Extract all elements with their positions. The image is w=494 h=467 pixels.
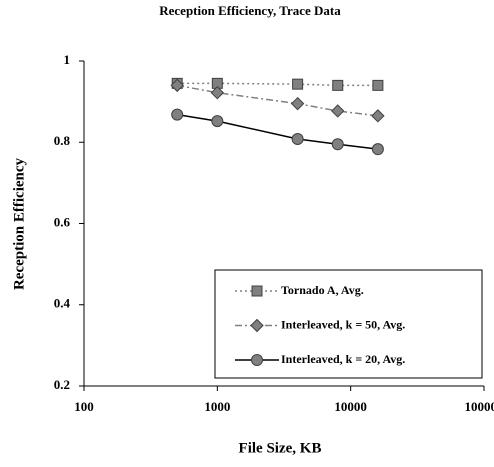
y-tick-label: 0.6 — [54, 214, 71, 229]
y-tick-label: 0.4 — [54, 296, 71, 311]
chart-title: Reception Efficiency, Trace Data — [159, 3, 341, 18]
marker — [293, 79, 303, 89]
legend-label: Interleaved, k = 20, Avg. — [281, 352, 405, 366]
marker — [252, 355, 263, 366]
marker — [292, 134, 303, 145]
series-line — [177, 83, 378, 85]
marker — [332, 139, 343, 150]
series-line — [177, 85, 378, 115]
y-tick-label: 0.8 — [54, 133, 71, 148]
marker — [333, 80, 343, 90]
series-line — [177, 115, 378, 150]
x-tick-label: 100 — [74, 399, 94, 414]
marker — [372, 110, 384, 122]
x-tick-label: 100000 — [465, 399, 494, 414]
x-tick-label: 10000 — [334, 399, 367, 414]
legend-label: Tornado A, Avg. — [281, 283, 364, 297]
legend-label: Interleaved, k = 50, Avg. — [281, 317, 405, 331]
marker — [372, 144, 383, 155]
y-tick-label: 0.2 — [54, 377, 70, 392]
marker — [212, 116, 223, 127]
x-axis-label: File Size, KB — [239, 440, 322, 456]
marker — [252, 286, 262, 296]
marker — [332, 105, 344, 117]
marker — [292, 98, 304, 110]
y-axis-label: Reception Efficiency — [11, 157, 27, 290]
marker — [172, 109, 183, 120]
x-tick-label: 1000 — [204, 399, 230, 414]
marker — [373, 80, 383, 90]
y-tick-label: 1 — [64, 52, 71, 67]
